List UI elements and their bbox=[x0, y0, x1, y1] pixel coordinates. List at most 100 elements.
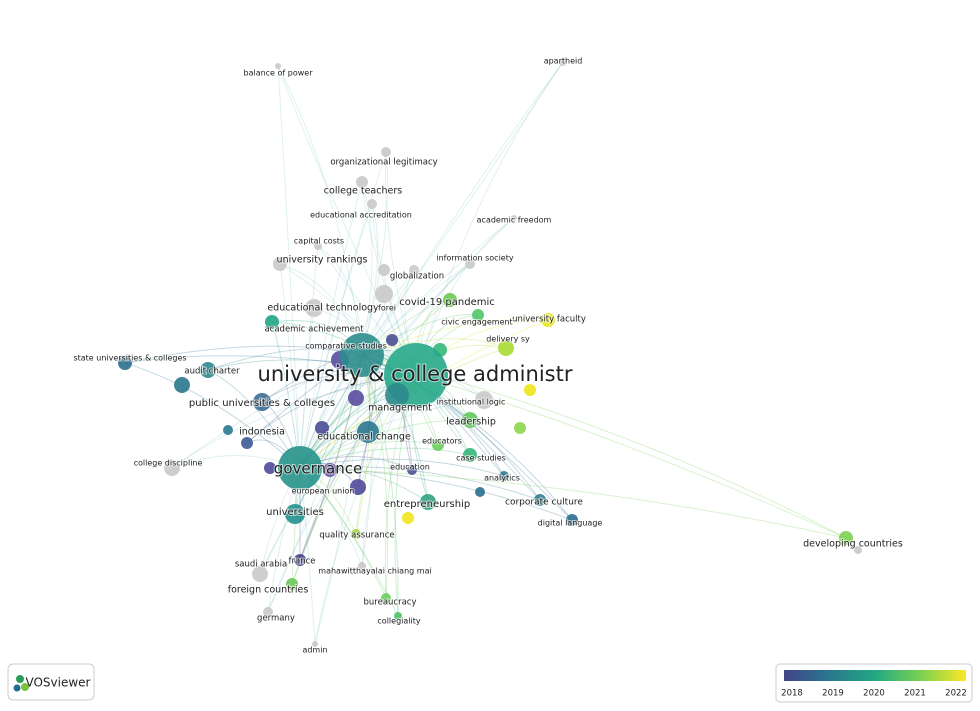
edge bbox=[277, 65, 301, 469]
node bbox=[323, 463, 337, 477]
node bbox=[443, 293, 457, 307]
edge bbox=[277, 65, 417, 376]
node-label: france bbox=[289, 557, 316, 567]
node bbox=[367, 199, 377, 209]
node-label: foreign countries bbox=[228, 585, 309, 596]
node bbox=[348, 390, 364, 406]
nodes bbox=[118, 58, 862, 647]
node bbox=[475, 391, 493, 409]
node bbox=[285, 504, 305, 524]
node-label: developing countries bbox=[803, 539, 903, 550]
node-label: apartheid bbox=[544, 57, 583, 66]
node bbox=[351, 529, 361, 539]
node-label: indonesia bbox=[239, 427, 285, 438]
node bbox=[273, 257, 287, 271]
node bbox=[463, 448, 477, 462]
edge bbox=[361, 61, 564, 356]
node bbox=[305, 299, 323, 317]
color-legend: 2018 2019 2020 2021 2022 bbox=[775, 663, 973, 703]
node-label: institutional logic bbox=[437, 398, 506, 407]
node bbox=[472, 309, 484, 321]
node-label: leadership bbox=[446, 417, 496, 428]
edge bbox=[314, 354, 363, 645]
node bbox=[475, 487, 485, 497]
node bbox=[534, 494, 546, 506]
node-label: college discipline bbox=[134, 459, 203, 468]
node bbox=[164, 460, 180, 476]
node bbox=[263, 607, 273, 617]
labels: apartheid balance of power organizational … bbox=[72, 56, 903, 656]
node bbox=[541, 313, 555, 327]
logo-icon bbox=[21, 683, 29, 691]
node-label: state universities & colleges bbox=[73, 354, 186, 363]
edge bbox=[299, 419, 471, 469]
edge bbox=[271, 321, 301, 469]
edge bbox=[384, 151, 417, 376]
legend-tick-label: 2020 bbox=[863, 689, 885, 699]
edge bbox=[361, 151, 389, 356]
node bbox=[465, 259, 475, 269]
node-label: academic achievement bbox=[264, 325, 364, 335]
node bbox=[432, 439, 444, 451]
node bbox=[462, 412, 478, 428]
node bbox=[252, 566, 268, 582]
node-label: forei bbox=[378, 304, 396, 313]
node-label: universities bbox=[266, 507, 324, 518]
node-label: information society bbox=[436, 254, 513, 263]
node bbox=[514, 422, 526, 434]
node bbox=[357, 421, 379, 443]
node bbox=[839, 531, 853, 545]
edge bbox=[361, 203, 379, 356]
edge bbox=[277, 65, 363, 356]
legend-tick-label: 2021 bbox=[904, 689, 926, 699]
edge bbox=[299, 61, 564, 469]
node-label: corporate culture bbox=[505, 498, 583, 508]
node bbox=[511, 215, 517, 221]
edge bbox=[361, 354, 389, 599]
node bbox=[499, 471, 509, 481]
logo-icon bbox=[16, 675, 24, 683]
node bbox=[265, 315, 279, 329]
node-label: capital costs bbox=[294, 237, 344, 246]
node bbox=[854, 546, 862, 554]
node-label: mahawitthayalai chiang mai bbox=[318, 567, 431, 576]
node-label: admin bbox=[302, 646, 327, 655]
node bbox=[253, 393, 271, 411]
node-label: globalization bbox=[390, 272, 444, 282]
node-label: academic freedom bbox=[477, 216, 552, 225]
node-label: bureaucracy bbox=[364, 598, 417, 608]
node bbox=[375, 285, 393, 303]
logo-box[interactable]: VOSviewer bbox=[7, 663, 95, 701]
edge bbox=[415, 374, 847, 539]
edge bbox=[299, 458, 505, 477]
node-label: management bbox=[368, 403, 432, 414]
edge bbox=[361, 217, 515, 356]
node bbox=[394, 612, 402, 620]
node bbox=[566, 514, 578, 526]
node bbox=[356, 176, 368, 188]
node bbox=[315, 421, 329, 435]
edge bbox=[299, 399, 485, 469]
node-label: quality assurance bbox=[319, 531, 394, 541]
node bbox=[378, 264, 390, 276]
edge bbox=[259, 354, 363, 575]
edges bbox=[124, 61, 847, 645]
node-label: educational technology bbox=[267, 303, 379, 314]
edge bbox=[299, 181, 363, 469]
node bbox=[286, 578, 298, 590]
legend-tick-label: 2018 bbox=[781, 689, 803, 699]
node bbox=[118, 356, 132, 370]
edge bbox=[299, 203, 373, 469]
edge bbox=[291, 354, 363, 585]
node bbox=[241, 437, 253, 449]
node-label: case studies bbox=[456, 454, 506, 463]
node-label: comparative studies bbox=[305, 342, 387, 351]
node-label: entrepreneurship bbox=[384, 499, 470, 510]
edge bbox=[415, 61, 564, 376]
node bbox=[386, 334, 398, 346]
node-label: civic engagement bbox=[441, 318, 512, 327]
edge bbox=[299, 263, 471, 469]
legend-tick-label: 2022 bbox=[945, 689, 967, 699]
node-label: digital language bbox=[538, 519, 603, 528]
